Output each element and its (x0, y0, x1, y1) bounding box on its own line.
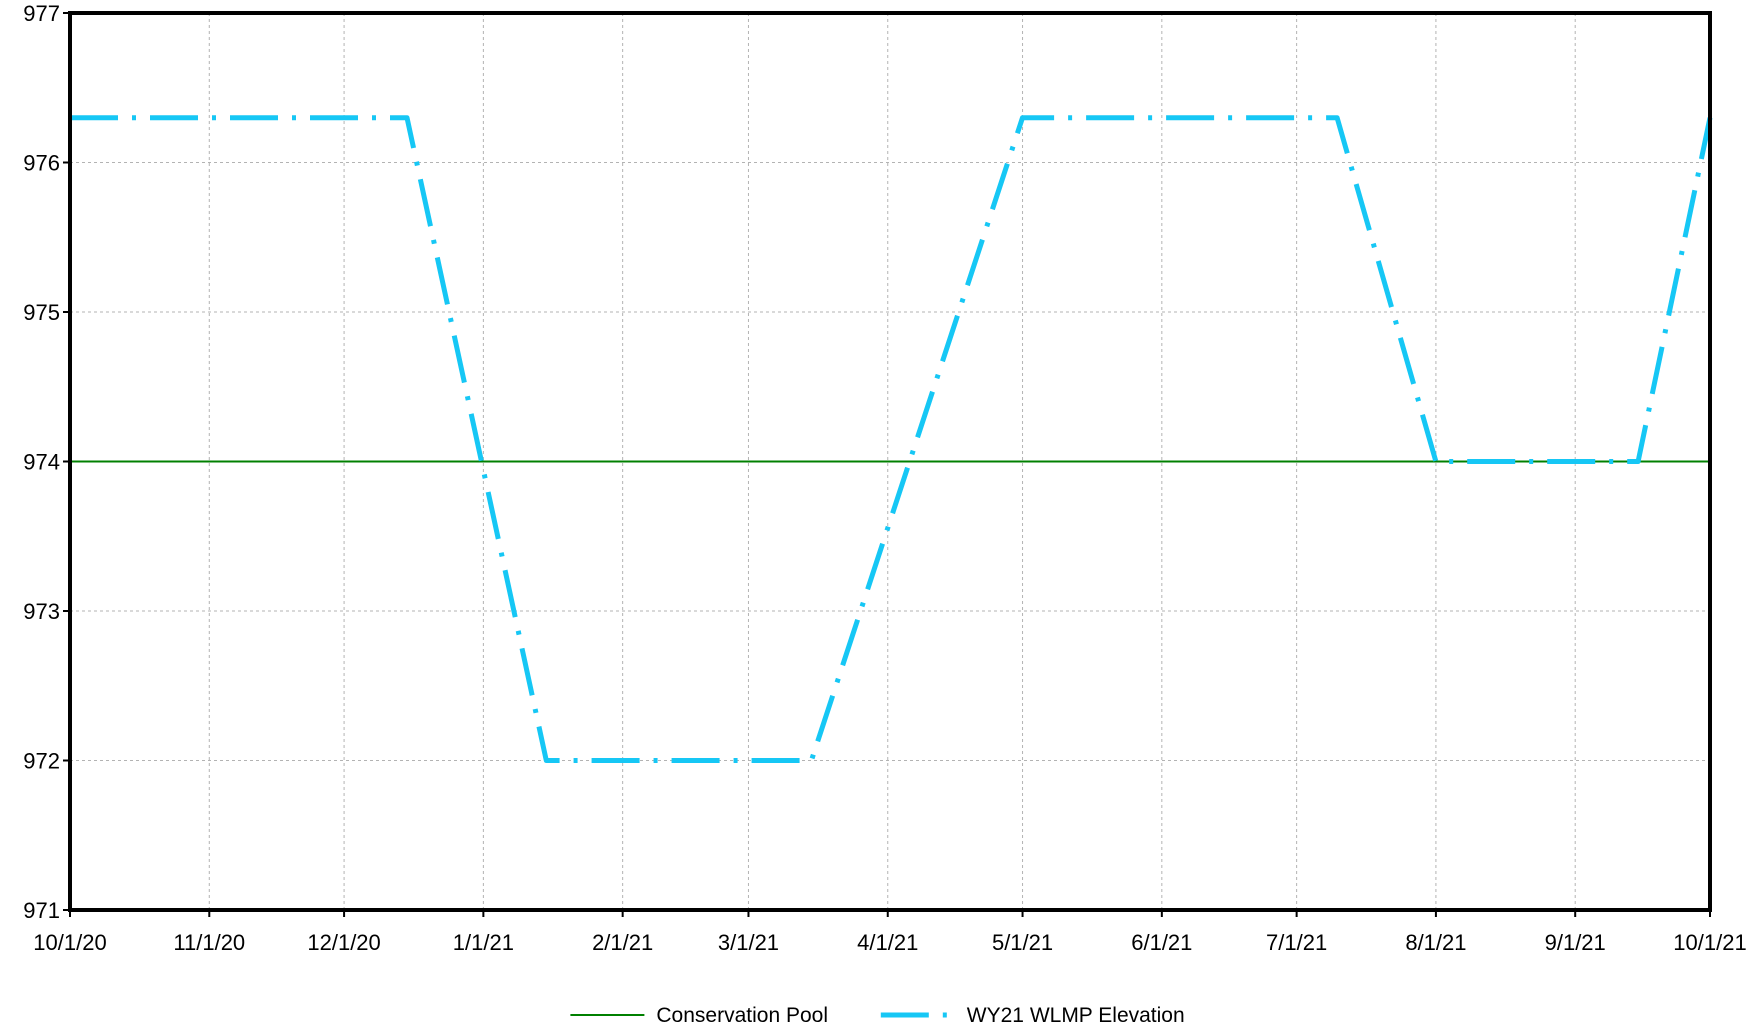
y-tick-label: 972 (23, 749, 60, 774)
y-tick-label: 973 (23, 599, 60, 624)
x-tick-label: 6/1/21 (1131, 930, 1192, 955)
y-tick-label: 975 (23, 300, 60, 325)
x-tick-label: 11/1/20 (173, 930, 245, 955)
x-tick-label: 5/1/21 (992, 930, 1053, 955)
x-tick-label: 7/1/21 (1266, 930, 1327, 955)
y-tick-label: 976 (23, 151, 60, 176)
x-tick-label: 8/1/21 (1405, 930, 1466, 955)
y-tick-label: 974 (23, 450, 60, 475)
x-tick-label: 10/1/20 (33, 930, 106, 955)
x-tick-label: 2/1/21 (592, 930, 653, 955)
series-line (70, 115, 1713, 763)
axis-ticks: 977 976 975 974 973 972 971 10/1/20 11/1/20 12/1/… (23, 1, 1746, 955)
x-tick-label: 10/1/21 (1673, 930, 1746, 955)
y-tick-label: 971 (23, 898, 60, 923)
x-tick-label: 12/1/20 (307, 930, 380, 955)
x-tick-label: 9/1/21 (1545, 930, 1606, 955)
legend: Conservation Pool WY21 WLMP Elevation (570, 1004, 1185, 1027)
x-tick-label: 4/1/21 (857, 930, 918, 955)
series-lines (70, 115, 1713, 763)
y-tick-label: 977 (23, 1, 60, 26)
x-tick-label: 1/1/21 (453, 930, 514, 955)
x-tick-label: 3/1/21 (718, 930, 779, 955)
legend-label: WY21 WLMP Elevation (967, 1004, 1185, 1027)
legend-label: Conservation Pool (656, 1004, 828, 1027)
